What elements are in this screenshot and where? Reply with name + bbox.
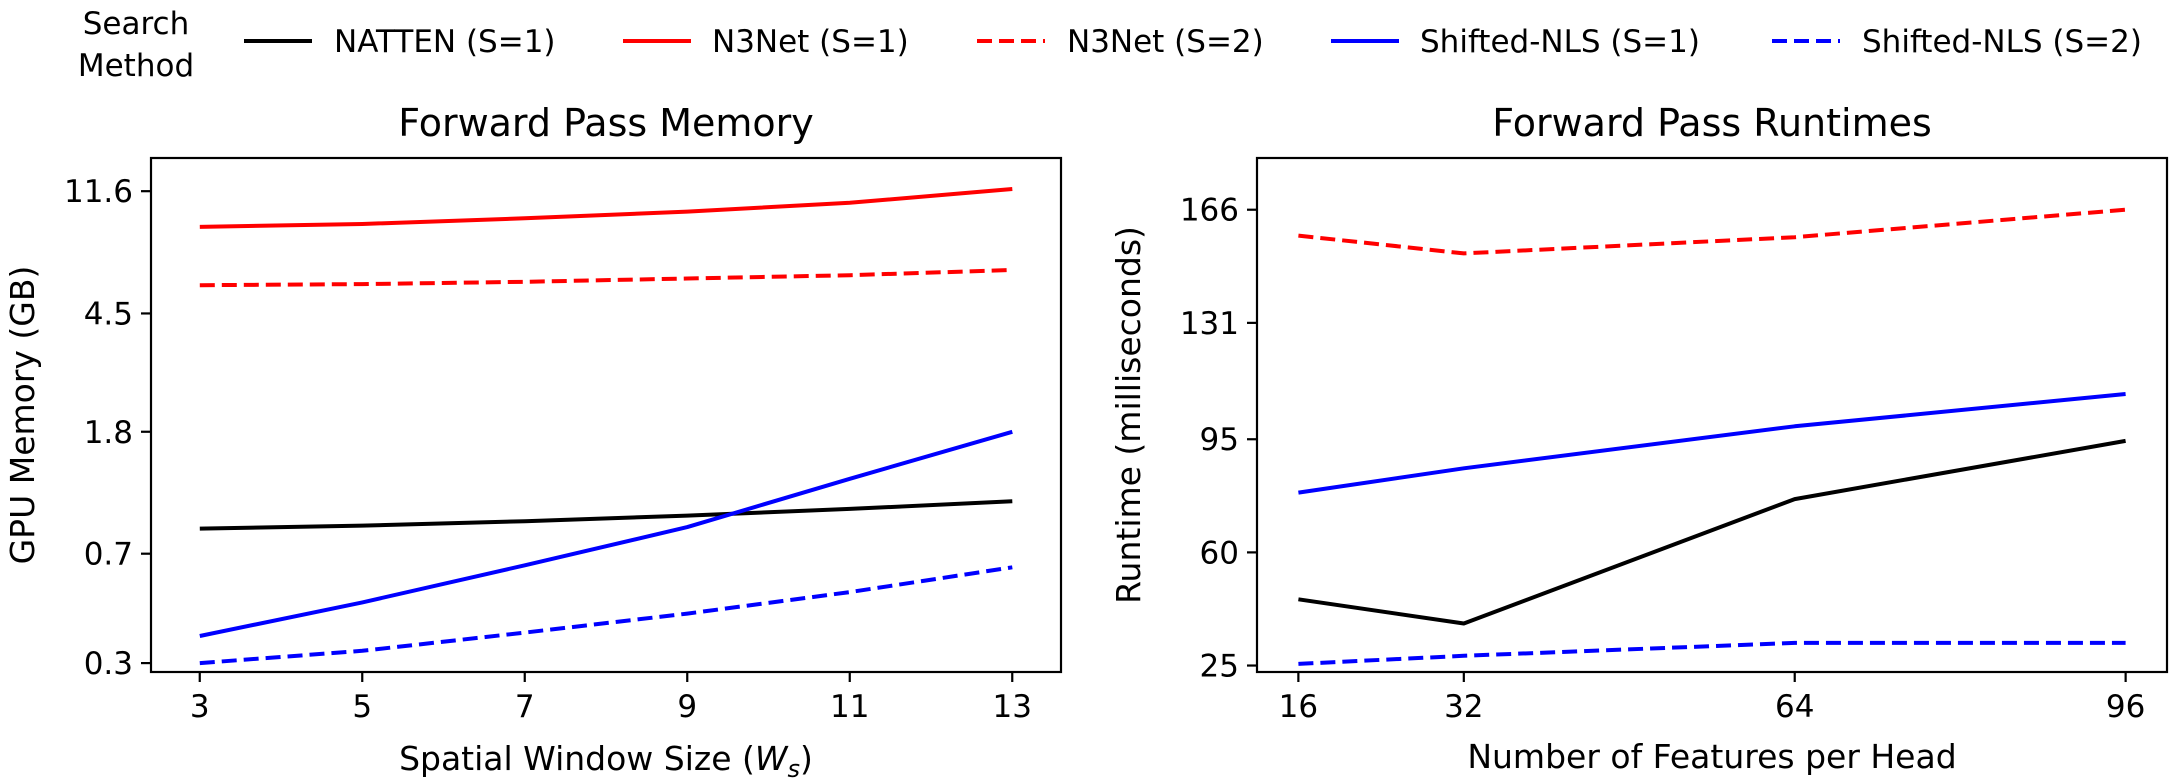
legend: Search Method NATTEN (S=1) N3Net (S=1) N… [78,6,2142,84]
legend-label-shifted-nls-s1: Shifted-NLS (S=1) [1420,24,1700,60]
memory-y-tick-label: 1.8 [84,415,133,451]
memory-plot-frame [149,156,1063,674]
legend-title-line2: Method [78,48,194,84]
memory-series-shifted-nls-s-1 [199,429,1013,638]
legend-entry-shifted-nls-s2: Shifted-NLS (S=2) [1772,24,2142,60]
memory-y-tick-label: 11.6 [64,174,133,210]
legend-entry-n3net-s1: N3Net (S=1) [623,24,909,60]
memory-x-tick-label: 5 [352,689,372,725]
runtime-x-tick-label: 16 [1279,689,1318,725]
memory-x-tick-label: 3 [190,689,210,725]
runtime-y-tick-label: 25 [1200,649,1239,685]
runtime-chart: Forward Pass Runtimes 16 32 64 96 25 60 95 131… [1109,101,2169,776]
runtime-chart-title: Forward Pass Runtimes [1492,101,1932,145]
legend-label-natten: NATTEN (S=1) [334,24,556,60]
legend-entry-shifted-nls-s1: Shifted-NLS (S=1) [1331,24,1700,60]
memory-series-natten-s-1 [199,499,1013,531]
memory-x-tick-label: 11 [830,689,869,725]
legend-label-n3net-s1: N3Net (S=1) [712,24,909,60]
legend-label-n3net-s2: N3Net (S=2) [1067,24,1264,60]
runtime-x-axis-label: Number of Features per Head [1467,737,1956,776]
runtime-x-tick-label: 64 [1775,689,1814,725]
runtime-y-axis-label: Runtime (milliseconds) [1109,226,1148,604]
runtime-series-n3net-s-2 [1298,207,2126,256]
runtime-series-natten-s-1 [1298,438,2126,626]
runtime-y-tick-label: 166 [1180,193,1239,229]
runtime-series-shifted-nls-s-1 [1298,392,2126,495]
memory-chart: Forward Pass Memory 3 5 7 9 11 13 0.3 0.7 1.8 4.… [3,101,1063,780]
memory-x-ticks: 3 5 7 9 11 13 [190,672,1032,725]
memory-series-n3net-s-2 [199,268,1013,288]
memory-series-n3net-s-1 [199,187,1013,229]
runtime-x-tick-label: 96 [2106,689,2145,725]
runtime-series-layer [1298,207,2126,666]
memory-y-ticks: 0.3 0.7 1.8 4.5 11.6 [64,174,151,682]
memory-x-tick-label: 7 [515,689,535,725]
memory-x-tick-label: 9 [677,689,697,725]
memory-series-layer [199,187,1013,666]
memory-x-axis-label: Spatial Window Size (Ws) [399,739,813,780]
runtime-y-ticks: 25 60 95 131 166 [1180,193,1257,685]
legend-title-line1: Search [83,6,190,42]
legend-label-shifted-nls-s2: Shifted-NLS (S=2) [1862,24,2142,60]
legend-entry-n3net-s2: N3Net (S=2) [977,24,1264,60]
memory-series-shifted-nls-s-2 [199,565,1013,666]
legend-entry-natten: NATTEN (S=1) [244,24,556,60]
runtime-plot-frame [1255,156,2169,674]
runtime-series-shifted-nls-s-2 [1298,640,2126,666]
memory-y-tick-label: 0.7 [84,537,133,573]
runtime-y-tick-label: 60 [1200,535,1239,571]
memory-y-tick-label: 0.3 [84,646,133,682]
runtime-y-tick-label: 131 [1180,306,1239,342]
memory-y-tick-label: 4.5 [84,296,133,332]
memory-chart-title: Forward Pass Memory [398,101,814,145]
runtime-y-tick-label: 95 [1200,422,1239,458]
memory-x-tick-label: 13 [993,689,1032,725]
runtime-x-ticks: 16 32 64 96 [1279,672,2145,725]
runtime-x-tick-label: 32 [1444,689,1483,725]
memory-y-axis-label: GPU Memory (GB) [3,266,42,565]
